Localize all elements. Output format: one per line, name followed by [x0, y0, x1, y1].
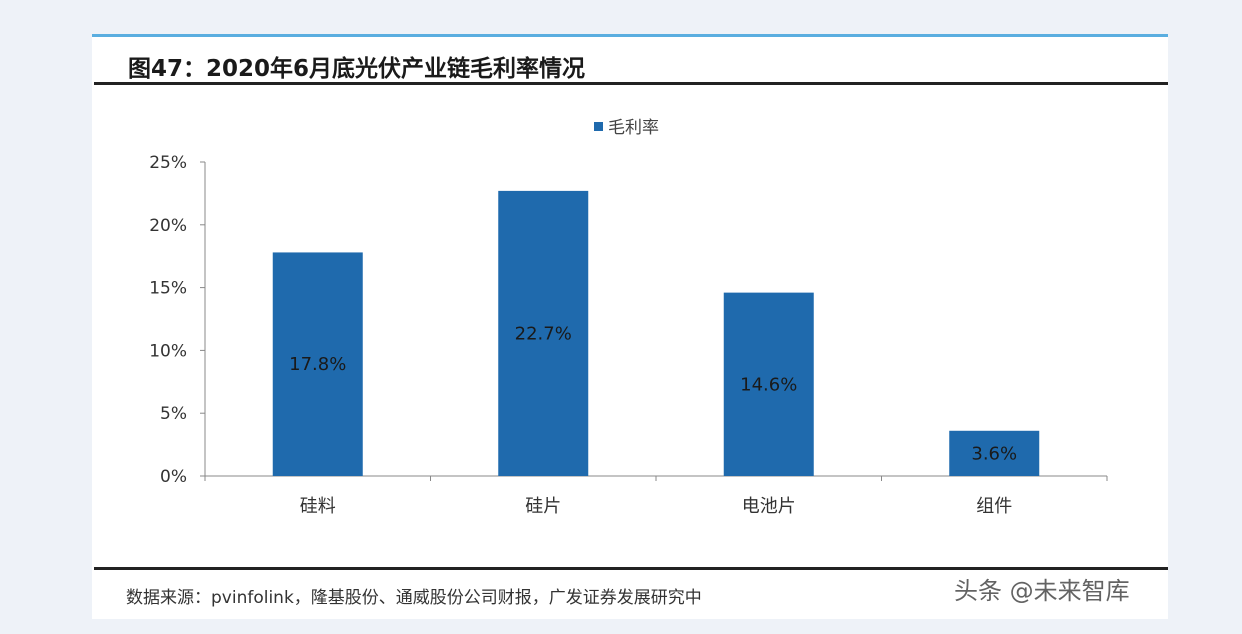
x-tick-label: 硅片 — [525, 496, 561, 517]
chart-title: 图47：2020年6月底光伏产业链毛利率情况 — [128, 56, 586, 82]
x-tick-label: 组件 — [976, 496, 1012, 517]
data-label: 17.8% — [289, 354, 346, 375]
data-label: 3.6% — [971, 443, 1017, 464]
legend-swatch — [594, 122, 603, 131]
data-label: 22.7% — [515, 323, 572, 344]
y-tick-label: 0% — [160, 467, 187, 487]
bar — [498, 190, 589, 476]
title-divider — [94, 82, 1168, 85]
watermark: 头条 @未来智库 — [954, 577, 1130, 605]
bar — [723, 292, 814, 476]
bar — [272, 252, 363, 476]
y-tick-label: 15% — [149, 279, 187, 299]
chart-panel: 图47：2020年6月底光伏产业链毛利率情况 数据来源：pvinfolink，隆… — [92, 34, 1168, 619]
data-label: 14.6% — [740, 374, 797, 395]
x-tick-label: 电池片 — [742, 496, 796, 517]
source-note: 数据来源：pvinfolink，隆基股份、通威股份公司财报，广发证券发展研究中 — [126, 588, 702, 608]
y-tick-label: 10% — [149, 341, 187, 361]
footer-divider — [94, 567, 1168, 570]
y-tick-label: 25% — [149, 153, 187, 173]
legend-label: 毛利率 — [608, 118, 659, 138]
y-tick-label: 20% — [149, 216, 187, 236]
y-tick-label: 5% — [160, 404, 187, 424]
bar — [949, 430, 1040, 476]
x-tick-label: 硅料 — [300, 496, 336, 517]
